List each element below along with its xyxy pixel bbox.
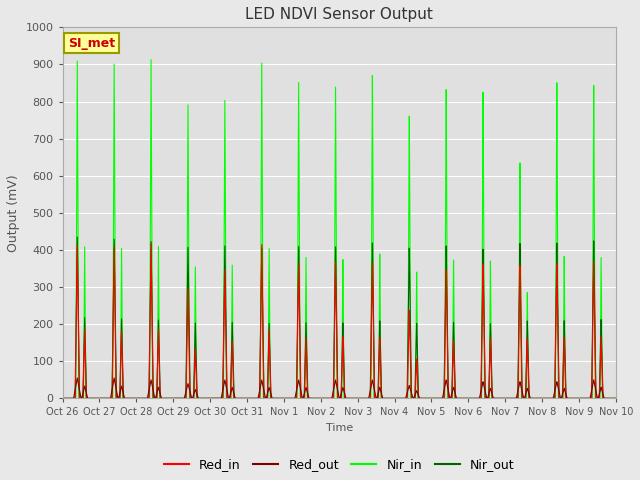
Red_out: [172, 396, 179, 401]
Nir_in: [177, 396, 185, 401]
Red_in: [612, 396, 620, 401]
Nir_out: [59, 396, 67, 401]
Line: Nir_in: Nir_in: [63, 60, 616, 398]
Text: SI_met: SI_met: [68, 36, 115, 49]
Nir_out: [74, 234, 81, 240]
Nir_in: [612, 396, 620, 401]
Red_out: [177, 396, 185, 401]
Nir_out: [416, 396, 424, 401]
Nir_in: [610, 396, 618, 401]
Nir_in: [59, 396, 67, 401]
Line: Red_in: Red_in: [63, 243, 616, 398]
Red_in: [172, 396, 179, 401]
Red_in: [59, 396, 67, 401]
Nir_out: [177, 396, 185, 401]
Red_in: [416, 396, 424, 401]
Red_in: [610, 396, 618, 401]
Red_out: [612, 396, 620, 401]
Red_in: [494, 396, 502, 401]
Red_out: [266, 387, 273, 393]
Red_in: [147, 240, 155, 246]
Nir_out: [610, 396, 618, 401]
Nir_in: [172, 396, 179, 401]
Nir_in: [416, 396, 424, 401]
Nir_out: [172, 396, 179, 401]
Red_out: [59, 396, 67, 401]
Red_in: [266, 351, 273, 357]
Red_in: [177, 396, 185, 401]
Red_out: [610, 396, 618, 401]
Nir_out: [612, 396, 620, 401]
Red_out: [416, 396, 424, 401]
Nir_out: [494, 396, 502, 401]
Title: LED NDVI Sensor Output: LED NDVI Sensor Output: [245, 7, 433, 22]
Nir_in: [147, 57, 155, 62]
Nir_out: [266, 345, 273, 351]
Nir_in: [266, 328, 273, 334]
Line: Red_out: Red_out: [63, 378, 616, 398]
Y-axis label: Output (mV): Output (mV): [7, 174, 20, 252]
Red_out: [494, 396, 502, 401]
Line: Nir_out: Nir_out: [63, 237, 616, 398]
Red_out: [74, 375, 81, 381]
X-axis label: Time: Time: [326, 423, 353, 433]
Legend: Red_in, Red_out, Nir_in, Nir_out: Red_in, Red_out, Nir_in, Nir_out: [159, 453, 519, 476]
Nir_in: [494, 396, 502, 401]
